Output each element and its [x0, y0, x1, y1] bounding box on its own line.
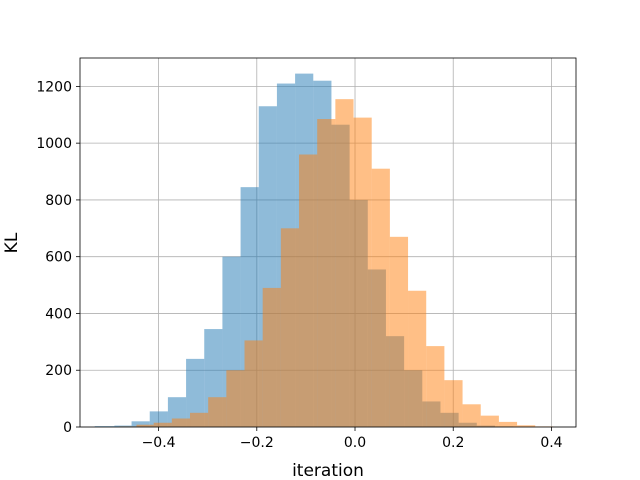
histogram-bar-series-2 [299, 154, 318, 427]
y-axis-ticks: 0 200 400 600 800 1000 1200 [36, 79, 80, 436]
x-tick-label: 0.4 [540, 435, 562, 451]
histogram-bar-series-2 [262, 287, 281, 427]
histogram-bar-series-1 [186, 358, 205, 427]
histogram-bar-series-2 [408, 290, 427, 427]
x-tick-label: −0.4 [142, 435, 176, 451]
y-tick-label: 200 [45, 363, 72, 379]
histogram-bar-series-2 [426, 346, 445, 427]
y-tick-label: 0 [63, 420, 72, 436]
histogram-bar-series-2 [136, 424, 154, 427]
histogram-bar-series-2 [226, 370, 245, 427]
histogram-bar-series-2 [153, 422, 172, 427]
histogram-bar-series-2 [444, 380, 463, 427]
y-tick-label: 400 [45, 306, 72, 322]
histogram-bar-series-1 [94, 426, 115, 427]
histogram-bar-series-1 [114, 425, 132, 427]
histogram-bar-series-2 [480, 415, 499, 427]
x-tick-label: 0.2 [442, 435, 464, 451]
y-tick-label: 800 [45, 193, 72, 209]
histogram-bar-series-2 [171, 418, 191, 427]
y-axis-label: KL [2, 232, 22, 253]
histogram-bar-series-2 [317, 119, 336, 428]
y-tick-label: 1200 [36, 79, 72, 95]
histogram-bar-series-2 [353, 117, 372, 427]
histogram-bar-series-2 [371, 168, 390, 427]
histogram-bars [94, 73, 554, 428]
histogram-bar-series-2 [462, 404, 481, 427]
x-axis-ticks: −0.4 −0.2 0.0 0.2 0.4 [142, 427, 563, 451]
x-tick-label: −0.2 [240, 435, 274, 451]
histogram-bar-series-2 [280, 228, 300, 427]
y-tick-label: 600 [45, 250, 72, 266]
histogram-bar-series-1 [131, 421, 150, 427]
histogram-bar-series-2 [498, 421, 518, 427]
histogram-bar-series-2 [335, 99, 354, 428]
x-axis-label: iteration [292, 461, 364, 480]
histogram-bar-series-2 [517, 425, 536, 427]
histogram-bar-series-2 [244, 340, 263, 427]
x-tick-label: 0.0 [344, 435, 366, 451]
plot-frame [79, 57, 577, 428]
histogram-bar-series-2 [389, 236, 409, 427]
y-tick-label: 1000 [36, 136, 72, 152]
histogram-bar-series-2 [190, 412, 209, 427]
histogram-bar-series-2 [208, 397, 227, 427]
